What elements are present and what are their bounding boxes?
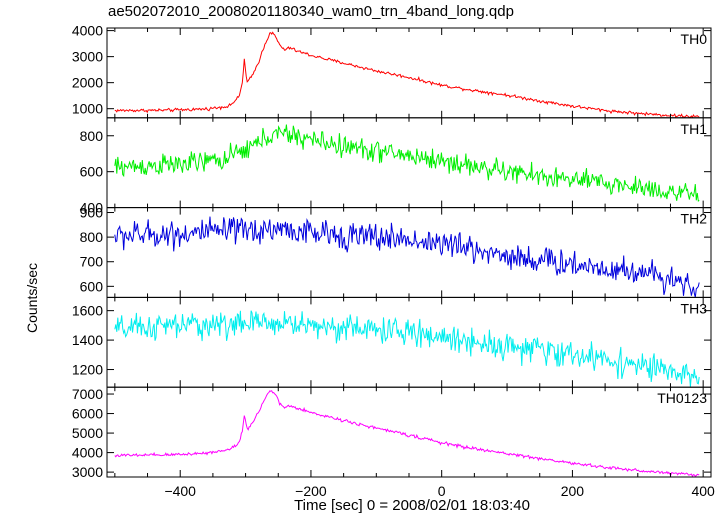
y-tick-label: 2000 [72, 75, 103, 91]
series-line-th1 [114, 124, 700, 202]
y-tick-label: 600 [80, 164, 104, 180]
x-tick-label: 0 [438, 483, 446, 499]
y-tick-label: 1400 [72, 332, 103, 348]
series-line-th0 [114, 31, 700, 119]
panel-frame [106, 117, 712, 209]
y-tick-label: 3000 [72, 464, 103, 480]
y-tick-label: 5000 [72, 425, 103, 441]
series-label: TH1 [681, 121, 708, 137]
y-tick-label: 800 [80, 128, 104, 144]
panel-th3: 1200 1400 1600 TH3 [72, 296, 712, 388]
series-line-th2 [114, 216, 700, 298]
panel-th1: 400 600 800 TH1 [80, 117, 712, 216]
x-tick-label: −200 [295, 483, 327, 499]
panel-frame [106, 27, 712, 119]
y-tick-label: 1200 [72, 362, 103, 378]
x-tick-label: −400 [164, 483, 196, 499]
panel-frame [106, 296, 712, 388]
y-tick-label: 700 [80, 254, 104, 270]
y-tick-label: 1600 [72, 303, 103, 319]
panel-th0123: 3000 4000 5000 6000 7000 TH0123 −400 −200 0 200 40… [72, 386, 715, 499]
y-tick-label: 400 [80, 200, 104, 216]
x-tick-label: 200 [561, 483, 585, 499]
series-label: TH0123 [657, 390, 707, 406]
panel-th2: 600 700 800 900 TH2 [80, 205, 712, 298]
x-axis-label: Time [sec] 0 = 2008/02/01 18:03:40 [294, 497, 530, 514]
y-tick-label: 900 [80, 205, 104, 221]
series-label: TH2 [681, 211, 708, 227]
series-label: TH3 [681, 300, 708, 316]
y-tick-label: 600 [80, 278, 104, 294]
panel-frame [106, 207, 712, 298]
y-tick-label: 800 [80, 229, 104, 245]
series-label: TH0 [681, 31, 708, 47]
figure-title: ae502072010_20080201180340_wam0_trn_4ban… [108, 3, 514, 20]
x-tick-label: 400 [691, 483, 715, 499]
y-tick-label: 6000 [72, 406, 103, 422]
series-line-th3 [114, 310, 700, 387]
series-line-th0123 [114, 390, 700, 478]
panel-frame [106, 386, 712, 478]
y-tick-label: 1000 [72, 101, 103, 117]
y-tick-label: 3000 [72, 49, 103, 65]
y-tick-label: 4000 [72, 23, 103, 39]
y-tick-label: 4000 [72, 445, 103, 461]
y-tick-label: 7000 [72, 386, 103, 402]
panel-th0: 1000 2000 3000 4000 TH0 [72, 23, 712, 119]
